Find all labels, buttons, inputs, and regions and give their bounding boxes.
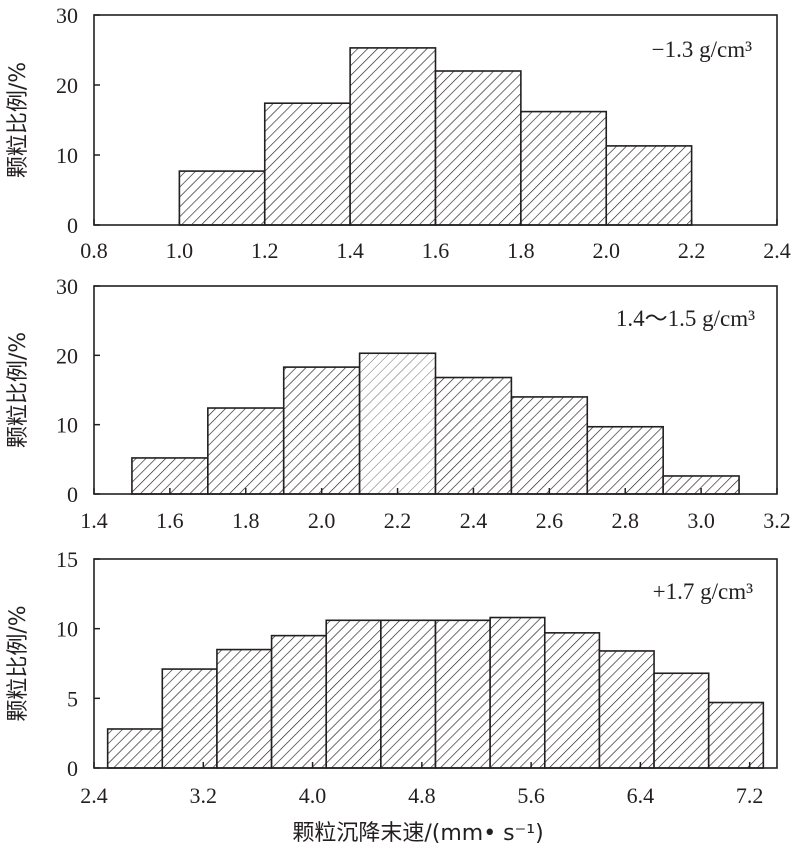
x-tick-label: 4.8 (408, 783, 436, 808)
x-tick-label: 1.8 (507, 238, 535, 263)
plot-frame (93, 558, 778, 769)
x-tick-label: 2.4 (763, 238, 791, 263)
x-tick-label: 1.4 (336, 238, 364, 263)
density-annotation: −1.3 g/cm³ (652, 37, 752, 62)
bar-2 (207, 407, 285, 495)
x-tick-label: 6.4 (627, 783, 655, 808)
bar-5 (520, 110, 608, 226)
x-tick-label: 1.8 (232, 508, 260, 533)
y-tick-label: 30 (56, 274, 78, 299)
bar-10 (598, 650, 655, 769)
x-axis-label: 颗粒沉降末速/(mm• s⁻¹) (292, 821, 543, 846)
bar-4 (358, 352, 437, 495)
y-axis-label: 颗粒比例/% (6, 605, 31, 721)
bar-9 (543, 632, 601, 769)
x-tick-label: 0.8 (80, 238, 108, 263)
bar-6 (510, 396, 589, 495)
x-tick-label: 2.8 (611, 508, 639, 533)
y-tick-label: 15 (56, 547, 78, 572)
bar-3 (349, 47, 437, 226)
bar-3 (282, 366, 361, 495)
x-tick-label: 2.2 (384, 508, 412, 533)
y-tick-label: 0 (67, 213, 78, 238)
bar-2 (263, 102, 351, 226)
bar-7 (586, 425, 664, 495)
y-tick-label: 20 (56, 73, 78, 98)
x-tick-label: 2.0 (308, 508, 336, 533)
x-tick-label: 1.2 (251, 238, 279, 263)
y-axis-label: 颗粒比例/% (6, 332, 31, 448)
bar-1 (106, 728, 164, 769)
plot-frame (93, 285, 778, 495)
density-annotation: +1.7 g/cm³ (653, 579, 753, 604)
y-tick-label: 10 (56, 413, 78, 438)
panel-3: 2.4 3.2 4.0 4.8 5.6 6.4 7.2 0 5 10 15 颗粒比例/% +1.7 g/… (6, 547, 778, 808)
y-axis-label: 颗粒比例/% (6, 62, 31, 178)
x-tick-label: 2.0 (593, 238, 621, 263)
y-tick-label: 10 (56, 617, 78, 642)
bar-5 (434, 376, 513, 495)
x-tick-label: 1.6 (422, 238, 450, 263)
bar-6 (605, 145, 693, 226)
y-tick-label: 0 (67, 482, 78, 507)
x-tick-label: 3.2 (190, 783, 218, 808)
bar-2 (161, 668, 218, 769)
y-tick-label: 30 (56, 3, 78, 28)
bar-1 (178, 170, 266, 226)
bar-1 (131, 457, 209, 495)
y-tick-label: 10 (56, 143, 78, 168)
y-tick-label: 0 (67, 756, 78, 781)
panel-1: 0.8 1.0 1.2 1.4 1.6 1.8 2.0 2.2 2.4 0 10 20 30 颗粒比例/%… (6, 3, 791, 263)
x-tick-label: 7.2 (736, 783, 764, 808)
bar-3 (216, 648, 273, 769)
x-tick-label: 2.4 (460, 508, 488, 533)
x-tick-label: 3.2 (763, 508, 791, 533)
x-tick-label: 1.4 (80, 508, 108, 533)
bar-6 (380, 619, 437, 769)
bar-11 (653, 672, 710, 769)
x-tick-label: 1.0 (166, 238, 194, 263)
x-tick-label: 2.4 (80, 783, 108, 808)
bar-12 (707, 701, 765, 769)
panel-2: 1.4 1.6 1.8 2.0 2.2 2.4 2.6 2.8 3.0 3.2 0 10 20 30 颗粒比… (6, 274, 791, 533)
x-tick-label: 2.6 (536, 508, 564, 533)
x-tick-label: 2.2 (678, 238, 706, 263)
y-tick-label: 5 (67, 686, 78, 711)
x-tick-label: 3.0 (687, 508, 715, 533)
x-tick-label: 4.0 (299, 783, 327, 808)
bar-8 (489, 616, 546, 769)
bar-5 (325, 619, 382, 769)
y-tick-label: 20 (56, 343, 78, 368)
bar-4 (270, 634, 328, 769)
x-tick-label: 1.6 (156, 508, 184, 533)
bar-7 (434, 619, 491, 769)
density-annotation: 1.4～1.5 g/cm³ (616, 306, 755, 331)
bar-4 (434, 70, 522, 226)
x-tick-label: 5.6 (517, 783, 545, 808)
